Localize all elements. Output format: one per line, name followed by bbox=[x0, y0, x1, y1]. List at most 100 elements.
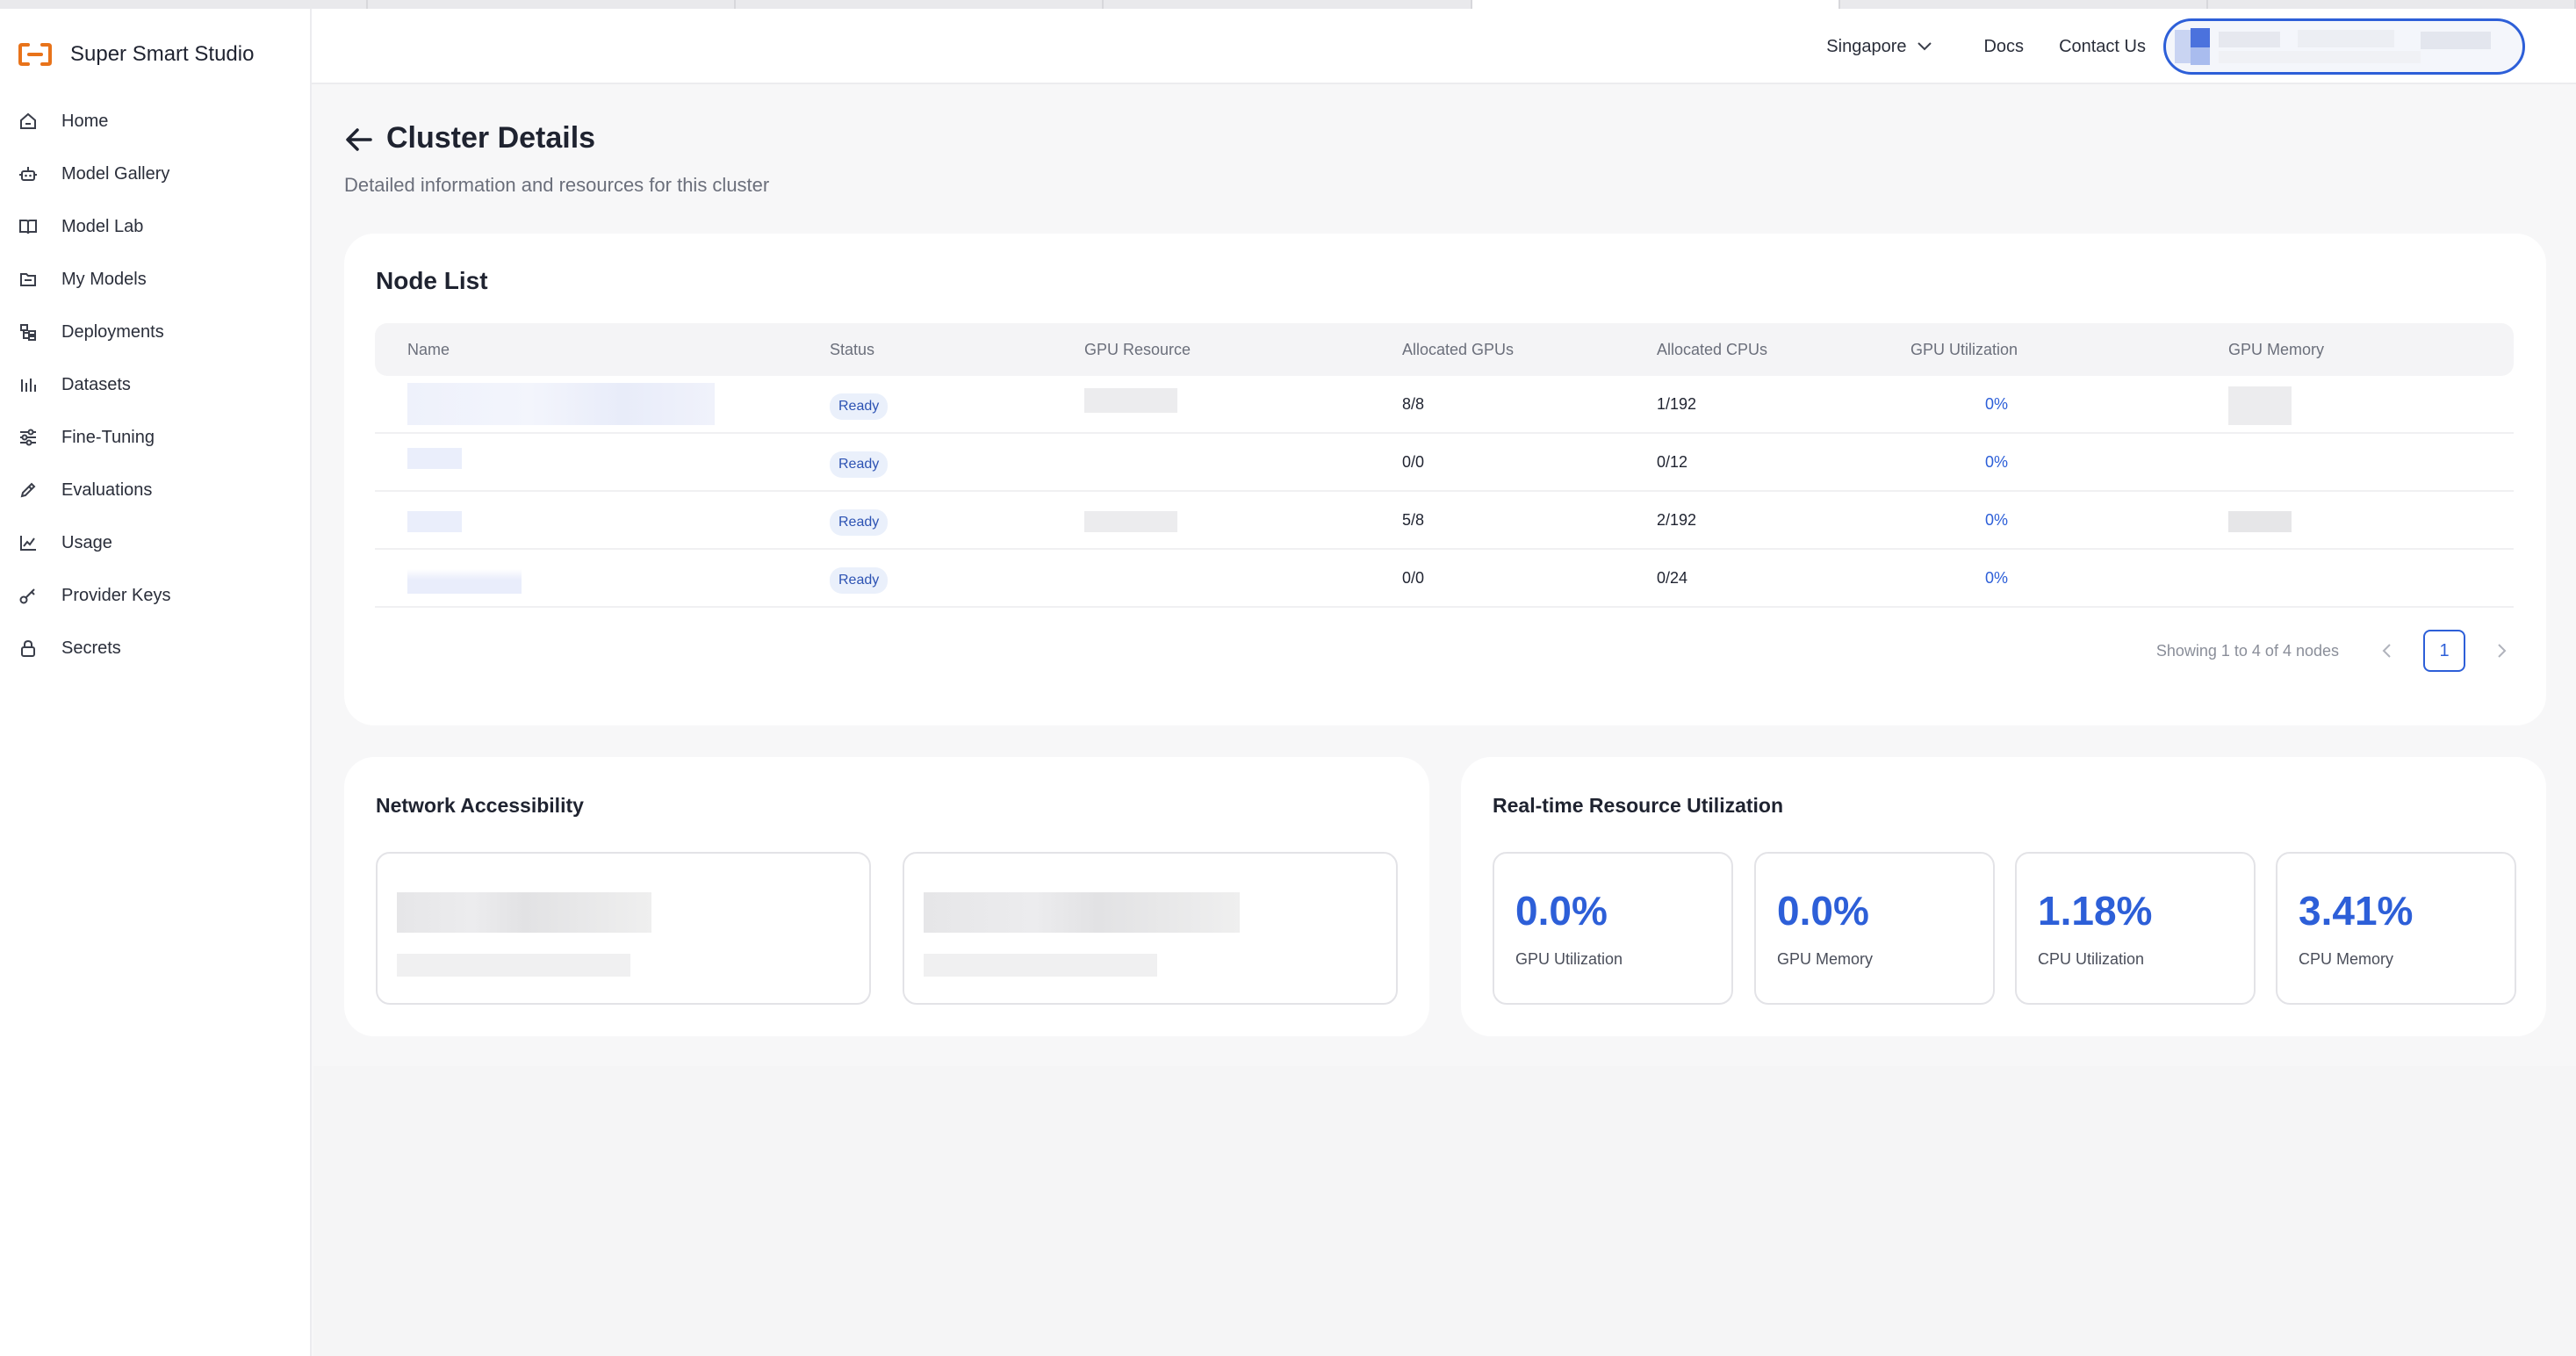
sidebar-item-label: Model Gallery bbox=[61, 163, 170, 184]
region-selector[interactable]: Singapore bbox=[1826, 37, 1932, 57]
status-badge: Ready bbox=[830, 451, 889, 478]
metric-card-cpu-utilization: 1.18% CPU Utilization bbox=[2015, 852, 2256, 1005]
col-allocated-gpus[interactable]: Allocated GPUs bbox=[1402, 340, 1515, 358]
gpu-utilization: 0% bbox=[1985, 511, 2009, 529]
chevron-down-icon bbox=[1917, 37, 1932, 57]
account-menu[interactable] bbox=[2163, 18, 2525, 75]
sidebar-item-label: My Models bbox=[61, 269, 147, 289]
metric-label: CPU Memory bbox=[2299, 950, 2394, 968]
pencil-icon bbox=[18, 480, 39, 501]
gpu-resource-redacted bbox=[1084, 511, 1177, 532]
back-arrow-icon[interactable] bbox=[344, 125, 374, 155]
metric-value: 1.18% bbox=[2038, 888, 2153, 934]
metric-card-cpu-memory: 3.41% CPU Memory bbox=[2276, 852, 2516, 1005]
endpoint-address-redacted bbox=[397, 892, 651, 933]
metric-value: 0.0% bbox=[1777, 888, 1869, 934]
region-label: Singapore bbox=[1826, 36, 1907, 56]
sidebar-item-label: Model Lab bbox=[61, 216, 144, 236]
allocated-gpus: 0/0 bbox=[1402, 453, 1425, 471]
col-allocated-cpus[interactable]: Allocated CPUs bbox=[1657, 340, 1768, 358]
allocated-gpus: 8/8 bbox=[1402, 395, 1425, 413]
endpoint-address-redacted bbox=[924, 892, 1240, 933]
chevron-right-icon[interactable] bbox=[2481, 630, 2523, 672]
node-list-title: Node List bbox=[376, 267, 488, 294]
book-icon bbox=[18, 216, 39, 237]
table-row[interactable]: Ready 5/8 2/192 0% bbox=[375, 492, 2514, 550]
status-badge: Ready bbox=[830, 393, 889, 420]
sidebar-item-label: Datasets bbox=[61, 374, 131, 394]
sidebar-item-home[interactable]: Home bbox=[0, 95, 310, 148]
sidebar-item-label: Fine-Tuning bbox=[61, 427, 155, 447]
allocated-gpus: 5/8 bbox=[1402, 511, 1425, 529]
lock-icon bbox=[18, 638, 39, 659]
robot-icon bbox=[18, 163, 39, 184]
allocated-cpus: 1/192 bbox=[1657, 395, 1697, 413]
contact-us-link[interactable]: Contact Us bbox=[2059, 36, 2146, 56]
col-gpu-resource[interactable]: GPU Resource bbox=[1084, 340, 1191, 358]
table-row[interactable]: Ready 0/0 0/24 0% bbox=[375, 550, 2514, 608]
pagination-info: Showing 1 to 4 of 4 nodes bbox=[2155, 641, 2339, 660]
top-header: Singapore Docs Contact Us bbox=[312, 9, 2576, 84]
chevron-left-icon[interactable] bbox=[2365, 630, 2407, 672]
col-gpu-memory[interactable]: GPU Memory bbox=[2228, 340, 2325, 358]
metric-card-gpu-utilization: 0.0% GPU Utilization bbox=[1493, 852, 1733, 1005]
sidebar-item-datasets[interactable]: Datasets bbox=[0, 358, 310, 411]
table-row[interactable]: Ready 8/8 1/192 0% bbox=[375, 376, 2514, 434]
browser-tab[interactable] bbox=[1104, 0, 1472, 9]
endpoint-label-redacted bbox=[397, 954, 630, 977]
sidebar-item-fine-tuning[interactable]: Fine-Tuning bbox=[0, 411, 310, 464]
allocated-cpus: 0/12 bbox=[1657, 453, 1688, 471]
endpoint-card[interactable] bbox=[376, 852, 871, 1005]
gpu-utilization: 0% bbox=[1985, 569, 2009, 587]
sidebar-item-model-lab[interactable]: Model Lab bbox=[0, 200, 310, 253]
endpoint-label-redacted bbox=[924, 954, 1157, 977]
sidebar-item-deployments[interactable]: Deployments bbox=[0, 306, 310, 358]
browser-tab[interactable] bbox=[2208, 0, 2576, 9]
table-row[interactable]: Ready 0/0 0/12 0% bbox=[375, 434, 2514, 492]
metric-label: GPU Utilization bbox=[1515, 950, 1623, 968]
sidebar-item-secrets[interactable]: Secrets bbox=[0, 622, 310, 674]
table-header: Name Status GPU Resource Allocated GPUs … bbox=[375, 323, 2514, 376]
endpoint-card[interactable] bbox=[903, 852, 1398, 1005]
brand[interactable]: Super Smart Studio bbox=[18, 32, 254, 77]
allocated-gpus: 0/0 bbox=[1402, 569, 1425, 587]
network-accessibility-card: Network Accessibility bbox=[344, 757, 1429, 1036]
browser-tab-active[interactable] bbox=[1471, 0, 1840, 9]
col-gpu-utilization[interactable]: GPU Utilization bbox=[1910, 340, 2018, 358]
docs-link[interactable]: Docs bbox=[1983, 36, 2025, 56]
col-name[interactable]: Name bbox=[407, 340, 450, 358]
resource-utilization-card: Real-time Resource Utilization 0.0% GPU … bbox=[1461, 757, 2546, 1036]
col-status[interactable]: Status bbox=[830, 340, 875, 358]
browser-tab[interactable] bbox=[368, 0, 737, 9]
status-badge: Ready bbox=[830, 509, 889, 536]
allocated-cpus: 2/192 bbox=[1657, 511, 1697, 529]
browser-tab[interactable] bbox=[0, 0, 369, 9]
gpu-resource-redacted bbox=[1084, 388, 1177, 413]
sidebar-item-my-models[interactable]: My Models bbox=[0, 253, 310, 306]
deploy-icon bbox=[18, 321, 39, 343]
node-list-card: Node List bbox=[344, 234, 2546, 725]
sidebar-item-label: Home bbox=[61, 111, 109, 131]
allocated-cpus: 0/24 bbox=[1657, 569, 1688, 587]
pagination: Showing 1 to 4 of 4 nodes 1 bbox=[2156, 629, 2523, 673]
empty-content-area bbox=[313, 1066, 2576, 1356]
usage-chart-icon bbox=[18, 532, 39, 553]
sidebar-item-evaluations[interactable]: Evaluations bbox=[0, 464, 310, 516]
folder-icon bbox=[18, 269, 39, 290]
browser-tab[interactable] bbox=[736, 0, 1105, 9]
sidebar-item-provider-keys[interactable]: Provider Keys bbox=[0, 569, 310, 622]
sidebar-item-usage[interactable]: Usage bbox=[0, 516, 310, 569]
node-table: Name Status GPU Resource Allocated GPUs … bbox=[375, 323, 2514, 608]
gpu-memory-redacted bbox=[2228, 511, 2292, 532]
sidebar-item-model-gallery[interactable]: Model Gallery bbox=[0, 148, 310, 200]
gpu-memory-redacted bbox=[2228, 386, 2292, 425]
metric-label: CPU Utilization bbox=[2038, 950, 2145, 968]
page-button-current[interactable]: 1 bbox=[2423, 630, 2465, 672]
node-name-redacted bbox=[407, 511, 462, 532]
status-badge: Ready bbox=[830, 567, 889, 594]
app-name: Super Smart Studio bbox=[70, 42, 255, 66]
sidebar-item-label: Usage bbox=[61, 532, 112, 552]
bar-chart-icon bbox=[18, 374, 39, 395]
browser-tab[interactable] bbox=[1840, 0, 2208, 9]
gpu-utilization: 0% bbox=[1985, 395, 2009, 413]
